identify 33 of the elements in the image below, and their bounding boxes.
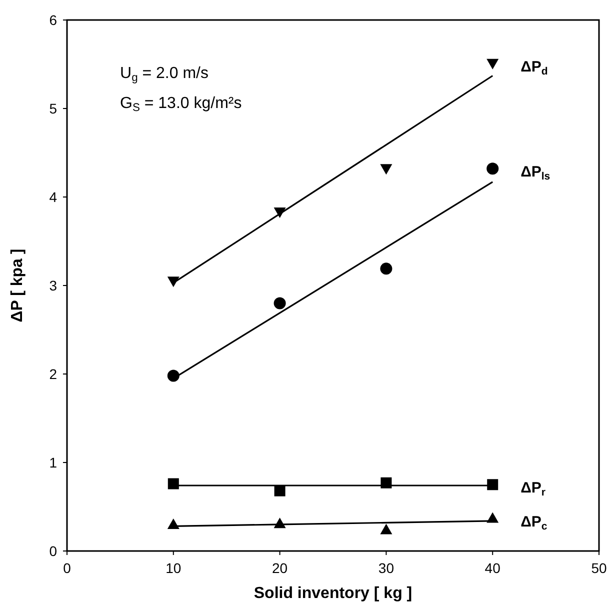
x-tick-label: 30 bbox=[378, 560, 394, 576]
x-tick-label: 0 bbox=[63, 560, 72, 576]
point bbox=[274, 297, 286, 310]
point bbox=[380, 524, 392, 534]
point bbox=[167, 518, 180, 529]
series-label: ΔP$_{r}$ bbox=[520, 480, 546, 499]
x-tick-label: 10 bbox=[166, 560, 182, 576]
point bbox=[486, 162, 499, 175]
point bbox=[274, 485, 286, 496]
series-label: ΔP$_{ls}$ bbox=[520, 164, 550, 183]
x-tick-label: 20 bbox=[272, 560, 288, 576]
series-label: ΔP$_{d}$ bbox=[520, 58, 548, 78]
series-label: ΔP$_{c}$ bbox=[520, 513, 548, 533]
y-tick-label: 5 bbox=[49, 100, 58, 116]
y-tick-label: 1 bbox=[49, 454, 58, 470]
x-axis-title: Solid inventory [ kg ] bbox=[254, 585, 412, 602]
y-tick-label: 6 bbox=[49, 12, 58, 28]
y-tick-label: 4 bbox=[49, 189, 58, 205]
annotation: G$_{S}$ = 13.0 kg/m²s bbox=[120, 95, 242, 114]
annotation: U$_{g}$ = 2.0 m/s bbox=[120, 65, 208, 84]
point bbox=[168, 478, 179, 490]
y-axis-title: ΔP [ kpa ] bbox=[9, 248, 26, 322]
point bbox=[487, 479, 498, 490]
y-tick-label: 2 bbox=[49, 366, 58, 382]
point bbox=[380, 164, 392, 175]
x-tick-label: 50 bbox=[591, 560, 607, 576]
point bbox=[380, 262, 392, 275]
point bbox=[486, 512, 499, 523]
y-tick-label: 3 bbox=[49, 278, 58, 294]
point bbox=[167, 370, 180, 382]
x-tick-label: 40 bbox=[484, 560, 501, 576]
point bbox=[486, 58, 499, 70]
y-tick-label: 0 bbox=[49, 543, 58, 559]
